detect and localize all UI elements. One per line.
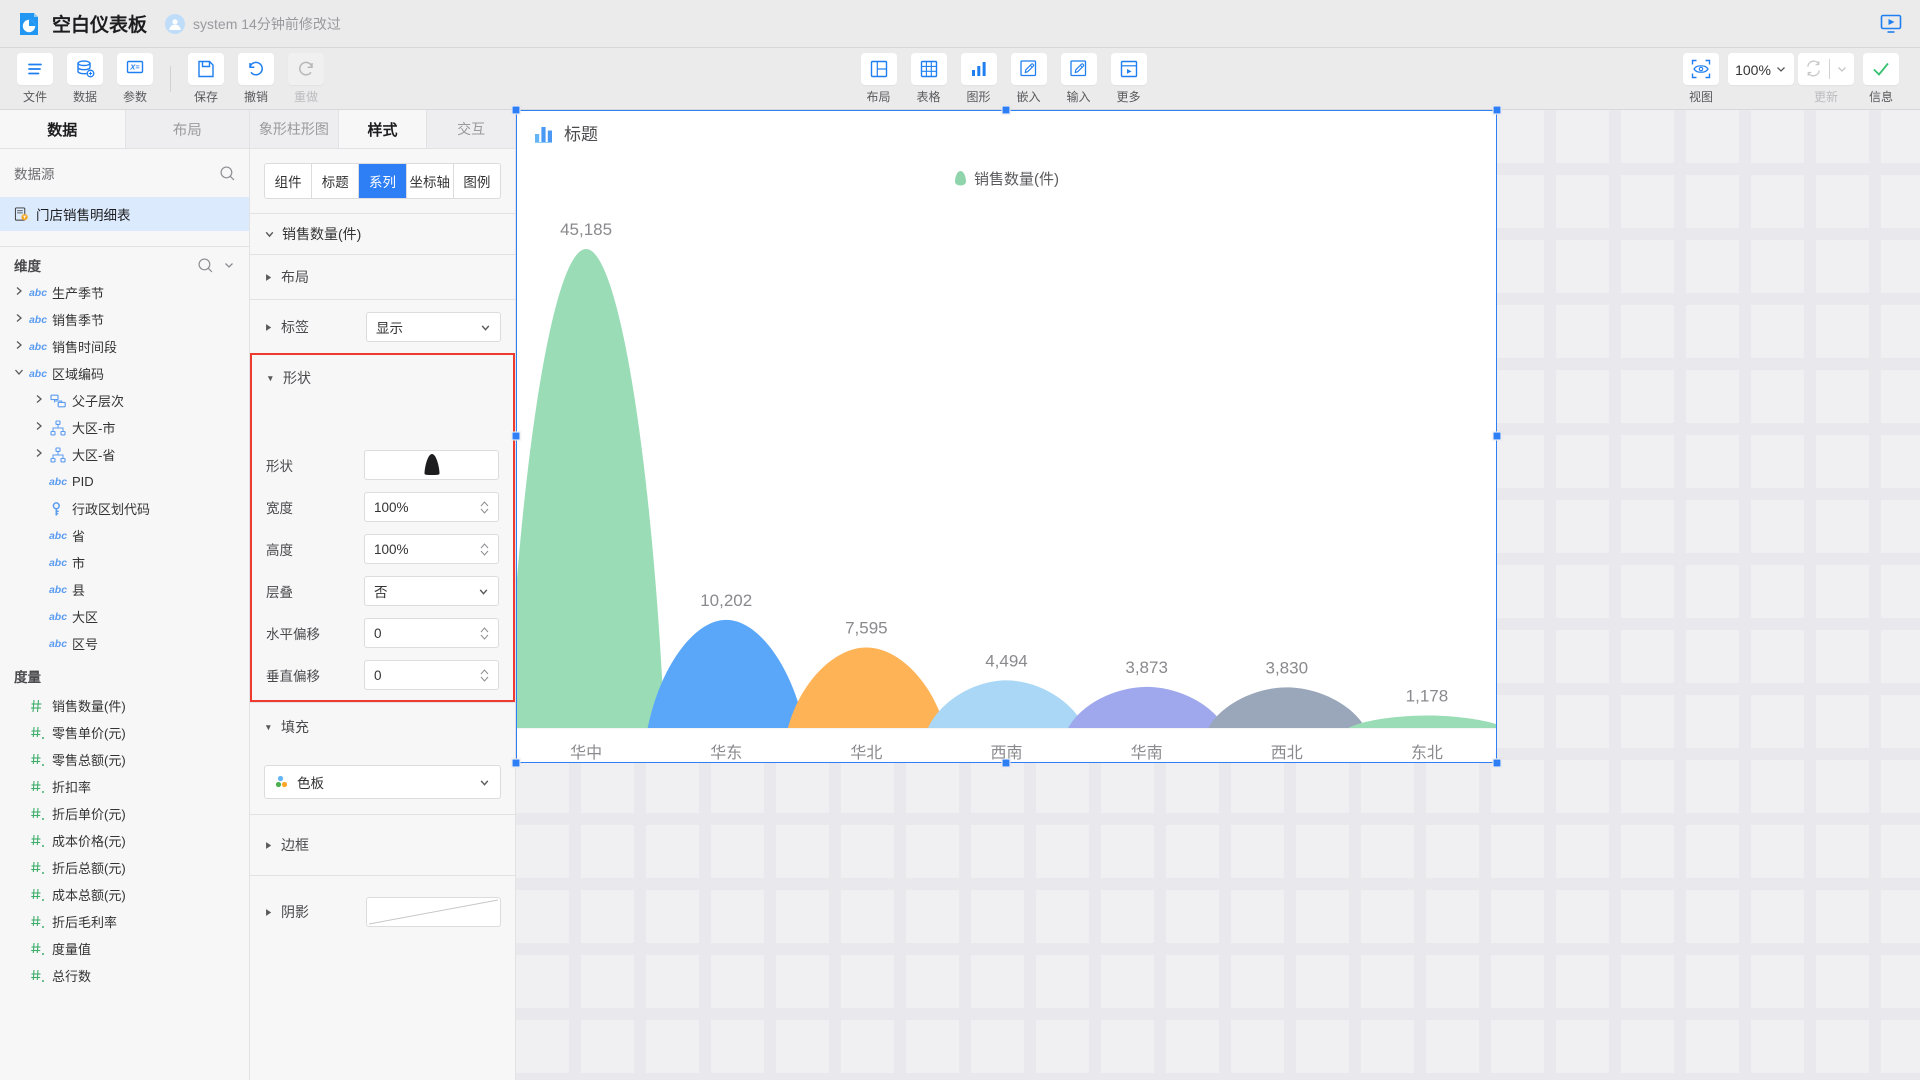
svg-text:3,873: 3,873 bbox=[1125, 658, 1168, 677]
svg-text:7,595: 7,595 bbox=[845, 618, 888, 637]
svg-text:东北: 东北 bbox=[1411, 744, 1443, 762]
svg-text:45,185: 45,185 bbox=[560, 220, 612, 239]
svg-text:10,202: 10,202 bbox=[700, 591, 752, 610]
svg-text:华东: 华东 bbox=[710, 744, 742, 762]
svg-text:华北: 华北 bbox=[850, 744, 882, 762]
svg-text:X=: X= bbox=[129, 62, 140, 71]
svg-text:4,494: 4,494 bbox=[985, 651, 1028, 670]
svg-text:西北: 西北 bbox=[1271, 744, 1303, 762]
svg-text:华南: 华南 bbox=[1131, 744, 1163, 762]
svg-text:1,178: 1,178 bbox=[1406, 687, 1449, 706]
svg-text:华中: 华中 bbox=[570, 744, 602, 762]
svg-text:3,830: 3,830 bbox=[1266, 658, 1309, 677]
